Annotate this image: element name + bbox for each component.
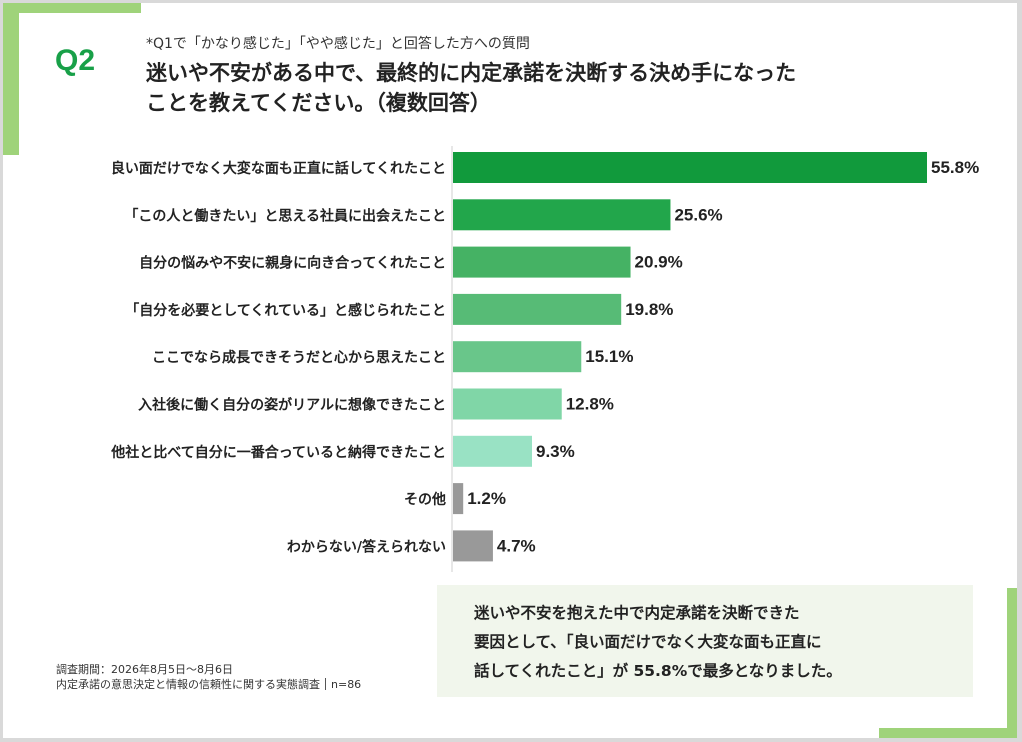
- value-label-1: 55.8%: [931, 158, 979, 177]
- question-title-line-1: 迷いや不安がある中で、最終的に内定承諾を決断する決め手になった: [146, 61, 797, 85]
- sample-size: n=86: [331, 678, 362, 691]
- accent-corner-top-left: [3, 3, 19, 155]
- category-label-4: 「自分を必要としてくれている」と感じられたこと: [125, 302, 446, 319]
- survey-name: 内定承諾の意思決定と情報の信頼性に関する実態調査: [56, 678, 320, 691]
- category-label-6: 入社後に働く自分の姿がリアルに想像できたこと: [138, 397, 446, 414]
- category-label-7: 他社と比べて自分に一番合っていると納得できたこと: [110, 444, 446, 461]
- bar-2: [453, 199, 671, 231]
- accent-corner-bottom-right: [1007, 588, 1017, 738]
- question-number: Q2: [55, 44, 96, 77]
- category-label-9: わからない/答えられない: [287, 538, 446, 555]
- value-label-3: 20.9%: [635, 253, 683, 272]
- bar-8: [453, 483, 464, 515]
- category-label-8: その他: [404, 491, 446, 508]
- survey-info: 内定承諾の意思決定と情報の信頼性に関する実態調査 n=86: [56, 677, 361, 692]
- bar-4: [453, 293, 622, 325]
- summary-box: 迷いや不安を抱えた中で内定承諾を決断できた 要因として、「良い面だけでなく大変な…: [437, 585, 973, 697]
- footer-separator: [325, 678, 326, 690]
- category-label-3: 自分の悩みや不安に親身に向き合ってくれたこと: [139, 255, 446, 272]
- bar-6: [453, 388, 562, 420]
- question-title-line-2: ことを教えてください。（複数回答）: [146, 91, 491, 115]
- value-label-4: 19.8%: [625, 300, 673, 319]
- value-label-7: 9.3%: [536, 442, 575, 461]
- accent-corner-bottom-right-bar: [879, 728, 1017, 738]
- accent-corner-top-left-bar: [3, 3, 141, 13]
- question-note: *Q1で「かなり感じた」「やや感じた」と回答した方への質問: [146, 36, 530, 52]
- question-title: 迷いや不安がある中で、最終的に内定承諾を決断する決め手になった ことを教えてくだ…: [146, 58, 916, 118]
- summary-line-2: 要因として、「良い面だけでなく大変な面も正直に: [474, 633, 822, 651]
- survey-footer: 調査期間：2026年8月5日～8月6日 内定承諾の意思決定と情報の信頼性に関する…: [56, 662, 361, 692]
- bar-5: [453, 341, 582, 373]
- summary-line-1: 迷いや不安を抱えた中で内定承諾を決断できた: [474, 604, 800, 622]
- summary-text: 迷いや不安を抱えた中で内定承諾を決断できた 要因として、「良い面だけでなく大変な…: [474, 599, 954, 686]
- summary-line-3: 話してくれたこと」が 55.8%で最多となりました。: [474, 662, 842, 680]
- survey-period: 調査期間：2026年8月5日～8月6日: [56, 663, 233, 676]
- value-label-2: 25.6%: [674, 205, 722, 224]
- bar-9: [453, 530, 493, 562]
- bar-7: [453, 435, 532, 467]
- value-label-8: 1.2%: [467, 489, 506, 508]
- bar-3: [453, 246, 631, 278]
- value-label-6: 12.8%: [566, 395, 614, 414]
- bar-1: [453, 152, 927, 183]
- value-label-9: 4.7%: [497, 536, 536, 555]
- category-label-1: 良い面だけでなく大変な面も正直に話してくれたこと: [111, 160, 446, 177]
- category-label-5: ここでなら成長できそうだと心から思えたこと: [152, 349, 446, 366]
- value-label-5: 15.1%: [585, 347, 633, 366]
- category-label-2: 「この人と働きたい」と思える社員に出会えたこと: [124, 207, 446, 224]
